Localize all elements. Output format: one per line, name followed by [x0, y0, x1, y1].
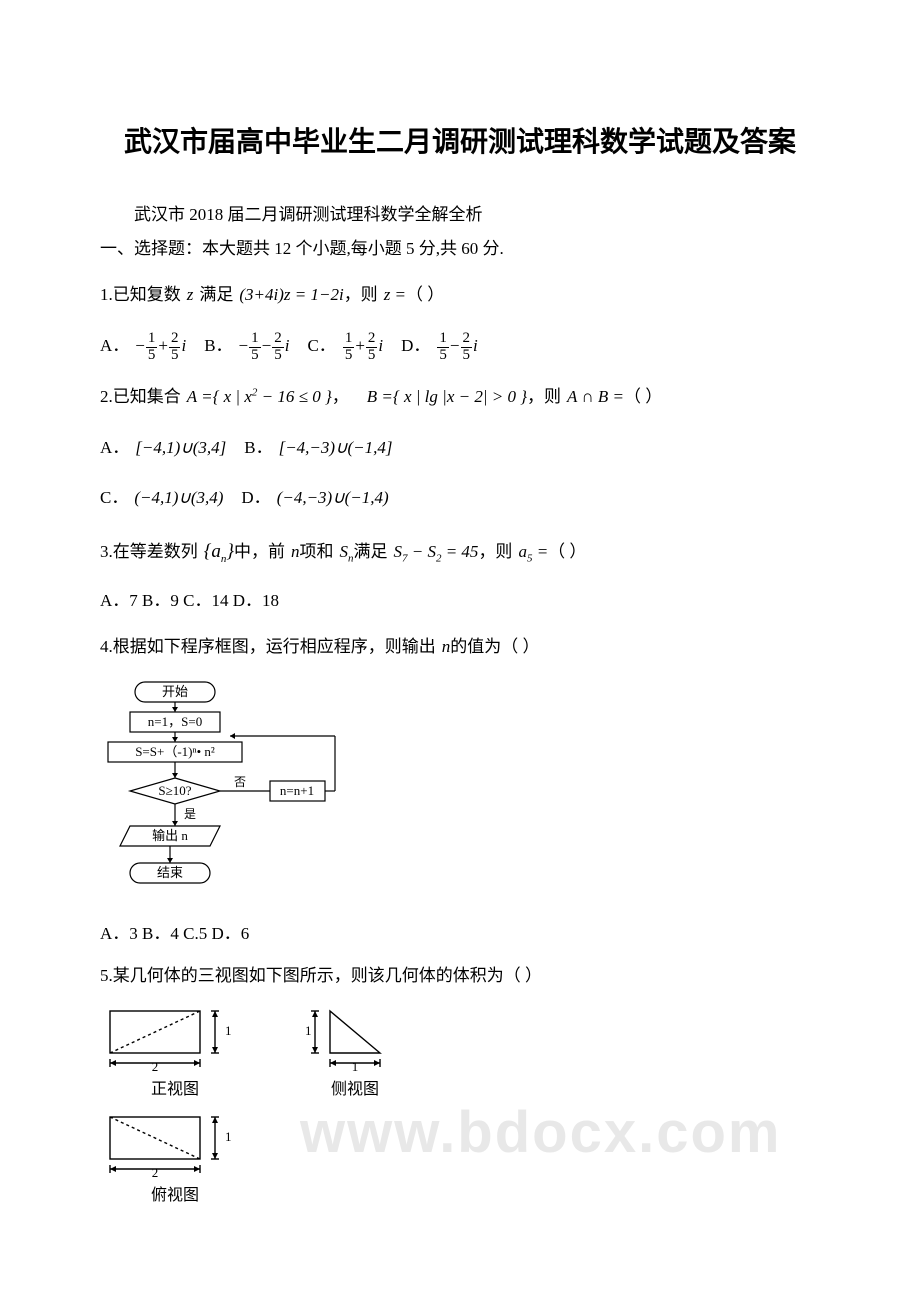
- q3-options: A．7 B．9 C．14 D．18: [100, 585, 820, 617]
- q1-opt-a: −15+25i: [135, 326, 186, 367]
- q2-text: 2.已知集合: [100, 377, 181, 418]
- q3-n: n: [291, 532, 300, 573]
- option-label: D．: [241, 478, 270, 519]
- q2-opt-d: (−4,−3)∪(−1,4): [277, 478, 389, 519]
- svg-text:n=n+1: n=n+1: [280, 783, 314, 798]
- svg-text:S≥10?: S≥10?: [158, 783, 191, 798]
- q3-text: 项和: [299, 532, 333, 573]
- q3-text: ，则: [478, 532, 512, 573]
- q3-an: {an}: [204, 529, 234, 575]
- q4-n: n: [442, 627, 451, 668]
- option-label: A．: [100, 428, 129, 469]
- svg-text:2: 2: [152, 1059, 159, 1073]
- q1-eq: (3+4i)z = 1−2i: [239, 275, 343, 316]
- view-label: 俯视图: [151, 1181, 199, 1205]
- view-label: 侧视图: [331, 1075, 379, 1099]
- q2-setB: { x | lg |x − 2| > 0 }: [393, 377, 527, 418]
- q1-text: 1.已知复数: [100, 275, 181, 316]
- q2-B: B =: [367, 377, 393, 418]
- q4-text: 4.根据如下程序框图，运行相应程序，则输出: [100, 627, 436, 668]
- q2-A: A =: [187, 377, 213, 418]
- q3-text: 中，前: [234, 532, 285, 573]
- document-title: 武汉市届高中毕业生二月调研测试理科数学试题及答案: [100, 120, 820, 160]
- q2-text: ，则: [527, 377, 561, 418]
- q1-text: ，则: [344, 275, 378, 316]
- q1-opt-d: 15−25i: [436, 326, 477, 367]
- q2-text: （ ）: [624, 377, 662, 418]
- option-label: C．: [307, 326, 335, 367]
- q2-options-row1: A． [−4,1)∪(3,4] B． [−4,−3)∪(−1,4]: [100, 428, 820, 469]
- q3-text: 3.在等差数列: [100, 532, 198, 573]
- q4-options: A．3 B．4 C.5 D．6: [100, 918, 820, 950]
- q1-text: （ ）: [406, 275, 444, 316]
- document-subtitle: 武汉市 2018 届二月调研测试理科数学全解全析: [100, 200, 820, 225]
- q1-text: 满足: [199, 275, 233, 316]
- svg-text:开始: 开始: [162, 684, 188, 699]
- q4-text: 的值为（ ）: [450, 627, 539, 668]
- svg-text:n=1，S=0: n=1，S=0: [148, 714, 202, 729]
- svg-text:结束: 结束: [157, 865, 183, 880]
- side-view: 1 1 侧视图: [300, 1003, 410, 1099]
- svg-text:1: 1: [352, 1059, 359, 1073]
- front-view: 2 1 正视图: [100, 1003, 250, 1099]
- view-label: 正视图: [151, 1075, 199, 1099]
- svg-text:1: 1: [305, 1023, 312, 1038]
- q1-opt-c: 15+25i: [342, 326, 383, 367]
- q2-stem: 2.已知集合 A = { x | x2 − 16 ≤ 0 } ， B = { x…: [100, 377, 820, 418]
- q1-eq2: z =: [384, 275, 406, 316]
- q3-eq: S7 − S2 = 45: [393, 532, 478, 573]
- q2-opt-a: [−4,1)∪(3,4]: [135, 428, 226, 469]
- q4-stem: 4.根据如下程序框图，运行相应程序，则输出 n 的值为（ ）: [100, 627, 820, 668]
- q3-text: 满足: [353, 532, 387, 573]
- q2-setA: { x | x2 − 16 ≤ 0 }: [213, 377, 332, 418]
- option-label: B．: [244, 428, 272, 469]
- option-label: C．: [100, 478, 128, 519]
- svg-text:1: 1: [225, 1129, 232, 1144]
- q1-var-z: z: [187, 275, 194, 316]
- q2-opt-c: (−4,1)∪(3,4): [134, 478, 223, 519]
- option-label: A．: [100, 326, 129, 367]
- svg-text:1: 1: [225, 1023, 232, 1038]
- q3-text: （ ）: [548, 532, 586, 573]
- svg-text:2: 2: [152, 1165, 159, 1179]
- option-label: D．: [401, 326, 430, 367]
- q2-options-row2: C． (−4,1)∪(3,4) D． (−4,−3)∪(−1,4): [100, 478, 820, 519]
- q3-Sn: Sn: [339, 532, 353, 573]
- q5-stem: 5.某几何体的三视图如下图所示，则该几何体的体积为（ ）: [100, 960, 820, 992]
- svg-text:否: 否: [234, 775, 246, 789]
- three-views: 2 1 正视图 1: [100, 1003, 820, 1205]
- flowchart-diagram: 开始 n=1，S=0 S=S+（-1)ⁿ• n² S≥10? 否 n=n+1 是…: [100, 678, 820, 908]
- q1-opt-b: −15−25i: [239, 326, 290, 367]
- section-heading: 一、选择题：本大题共 12 个小题,每小题 5 分,共 60 分.: [100, 233, 820, 265]
- svg-text:是: 是: [184, 807, 196, 821]
- q2-text: ，: [332, 377, 349, 418]
- svg-text:S=S+（-1)ⁿ• n²: S=S+（-1)ⁿ• n²: [135, 744, 215, 759]
- option-label: B．: [204, 326, 232, 367]
- q3-stem: 3.在等差数列 {an} 中，前 n 项和 Sn 满足 S7 − S2 = 45…: [100, 529, 820, 575]
- svg-text:输出 n: 输出 n: [152, 828, 188, 843]
- q2-opt-b: [−4,−3)∪(−1,4]: [279, 428, 393, 469]
- q2-acapb: A ∩ B =: [567, 377, 624, 418]
- top-view: 2 1 俯视图: [100, 1109, 250, 1205]
- q1-options: A． −15+25i B． −15−25i C． 15+25i D． 15−25…: [100, 326, 820, 367]
- q1-stem: 1.已知复数 z 满足 (3+4i)z = 1−2i ，则 z = （ ）: [100, 275, 820, 316]
- q3-a5: a5 =: [518, 532, 548, 573]
